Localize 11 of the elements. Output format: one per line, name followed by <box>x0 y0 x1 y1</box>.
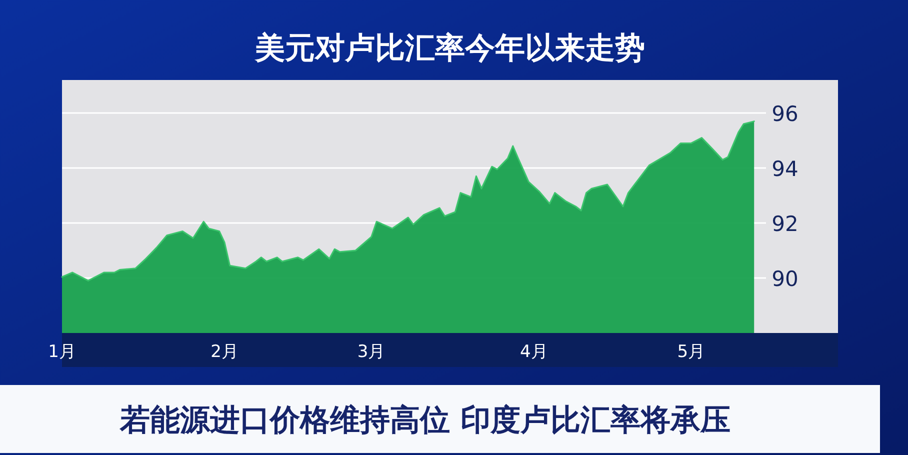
y-tick-label: 94 <box>772 157 798 181</box>
x-tick-label: 5月 <box>677 342 706 362</box>
x-tick-label: 4月 <box>520 342 548 362</box>
text: 若能源进口价格维持高位 印度卢比汇率将承压 <box>119 403 730 438</box>
y-tick-label: 92 <box>772 212 798 236</box>
x-tick-label: 2月 <box>210 342 238 362</box>
x-tick-label: 3月 <box>357 342 386 362</box>
x-tick-label: 1月 <box>48 342 76 362</box>
y-tick-label: 96 <box>772 102 798 126</box>
chart-title: 美元对卢比汇率今年以来走势 <box>254 31 645 66</box>
y-tick-label: 90 <box>772 267 798 291</box>
